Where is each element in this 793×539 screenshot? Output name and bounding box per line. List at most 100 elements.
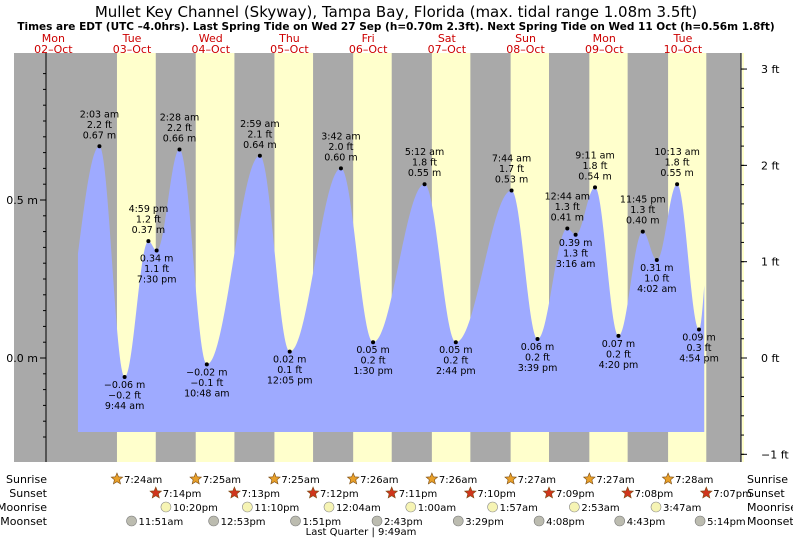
- extreme-label: 10:48 am: [184, 388, 229, 399]
- extreme-label: 7:44 am: [492, 154, 531, 165]
- extreme-label: 12:44 am: [545, 191, 590, 202]
- extreme-label: 0.1 ft: [277, 365, 302, 376]
- extreme-label: 0.3 ft: [687, 343, 712, 354]
- extreme-label: 3:39 pm: [518, 363, 558, 374]
- extreme-label: 4:59 pm: [129, 204, 169, 215]
- low-tide-point: [154, 248, 159, 253]
- moonrise-time: 3:47am: [663, 503, 701, 514]
- extreme-label: −0.1 ft: [190, 378, 223, 389]
- extreme-label: 0.41 m: [551, 212, 584, 223]
- right-axis-strip: [742, 53, 744, 462]
- moonrise-time: 1:57am: [500, 503, 538, 514]
- sunset-time: 7:08pm: [635, 489, 674, 500]
- extreme-label: 0.66 m: [163, 133, 196, 144]
- sun-star-icon: [504, 472, 518, 485]
- extreme-label: −0.02 m: [186, 367, 227, 378]
- day-date: 04–Oct: [191, 43, 230, 56]
- row-label-right: Moonset: [747, 515, 793, 528]
- day-name: Sun: [515, 32, 536, 45]
- extreme-label: 0.54 m: [578, 171, 611, 182]
- sun-star-icon: [385, 486, 399, 499]
- row-label-left: Moonset: [0, 515, 47, 528]
- day-labels: Mon02–OctTue03–OctWed04–OctThu05–OctFri0…: [34, 32, 703, 56]
- sun-star-icon: [189, 472, 203, 485]
- extreme-label: −0.06 m: [104, 380, 145, 391]
- extreme-label: 0.06 m: [521, 342, 554, 353]
- day-name: Tue: [122, 32, 142, 45]
- moonset-time: 5:14pm: [707, 517, 746, 528]
- moon-icon: [160, 501, 172, 513]
- moonrise-time: 1:00am: [418, 503, 456, 514]
- extreme-label: 12:05 pm: [267, 376, 313, 387]
- row-label-right: Moonrise: [747, 501, 793, 514]
- extreme-label: 1.2 ft: [136, 215, 161, 226]
- right-tick-label: 0 ft: [761, 352, 780, 365]
- low-tide-point: [122, 374, 127, 379]
- sunrise-time: 7:27am: [596, 475, 634, 486]
- extreme-label: 0.2 ft: [443, 356, 468, 367]
- extreme-label: 1.8 ft: [665, 158, 690, 169]
- sun-star-icon: [699, 486, 713, 499]
- chart-title: Mullet Key Channel (Skyway), Tampa Bay, …: [95, 3, 697, 21]
- sunset-time: 7:11pm: [399, 489, 438, 500]
- extreme-label: 2.2 ft: [87, 120, 112, 131]
- extreme-label: 1.8 ft: [412, 158, 437, 169]
- extreme-label: 9:44 am: [105, 401, 144, 412]
- moon-icon: [405, 501, 417, 513]
- moonset-time: 4:08pm: [546, 517, 585, 528]
- day-date: 02–Oct: [34, 43, 73, 56]
- moon-icon: [242, 501, 253, 513]
- day-name: Thu: [278, 32, 300, 45]
- extreme-label: 2:59 am: [240, 119, 279, 130]
- extreme-label: −0.2 ft: [108, 390, 141, 401]
- extreme-label: 10:13 am: [654, 147, 699, 158]
- day-date: 10–Oct: [664, 43, 703, 56]
- moon-set-icon: [533, 515, 545, 527]
- right-tick-label: 2 ft: [761, 159, 780, 172]
- low-tide-point: [535, 337, 540, 342]
- extreme-label: 1.8 ft: [582, 161, 607, 172]
- sun-star-icon: [306, 486, 320, 499]
- extreme-label: 2:03 am: [80, 109, 119, 120]
- sun-star-icon: [582, 472, 596, 485]
- right-tick-label: 1 ft: [761, 256, 780, 269]
- extreme-label: 4:02 am: [637, 284, 676, 295]
- extreme-label: 0.05 m: [356, 345, 389, 356]
- high-tide-point: [565, 226, 570, 231]
- extreme-label: 2.2 ft: [167, 123, 192, 134]
- low-tide-point: [573, 232, 578, 237]
- row-label-left: Sunrise: [6, 473, 47, 486]
- tide-curve-area: [77, 146, 705, 433]
- extreme-label: 1.3 ft: [563, 248, 588, 259]
- moon-set-icon: [452, 515, 464, 527]
- extreme-label: 0.05 m: [439, 345, 472, 356]
- right-tick-label: 3 ft: [761, 63, 780, 76]
- extreme-label: 2:28 am: [160, 112, 199, 123]
- moonrise-time: 2:53am: [581, 503, 619, 514]
- moon-set-icon: [126, 515, 137, 527]
- moon-set-icon: [371, 515, 383, 527]
- extreme-label: 0.2 ft: [525, 353, 550, 364]
- day-date: 05–Oct: [270, 43, 309, 56]
- moon-set-icon: [694, 515, 706, 527]
- moonset-time: 11:51am: [139, 517, 184, 528]
- extreme-label: 2.0 ft: [328, 142, 353, 153]
- sun-star-icon: [621, 486, 635, 499]
- moon-phase-label: Last Quarter | 9:49am: [306, 527, 417, 538]
- day-name: Mon: [42, 32, 65, 45]
- day-name: Wed: [199, 32, 223, 45]
- extreme-label: 0.40 m: [626, 216, 659, 227]
- tide-extremes: 2:03 am2.2 ft0.67 m−0.06 m−0.2 ft9:44 am…: [80, 109, 719, 412]
- extreme-label: 9:11 am: [575, 150, 614, 161]
- extreme-label: 2.1 ft: [247, 129, 272, 140]
- moonrise-time: 12:04am: [336, 503, 381, 514]
- day-name: Sat: [438, 32, 457, 45]
- low-tide-point: [654, 258, 659, 263]
- low-tide-point: [204, 362, 209, 367]
- day-name: Fri: [362, 32, 375, 45]
- day-date: 07–Oct: [428, 43, 467, 56]
- sun-star-icon: [227, 486, 241, 499]
- moonset-time: 12:53pm: [221, 517, 266, 528]
- moonset-time: 2:43pm: [384, 517, 423, 528]
